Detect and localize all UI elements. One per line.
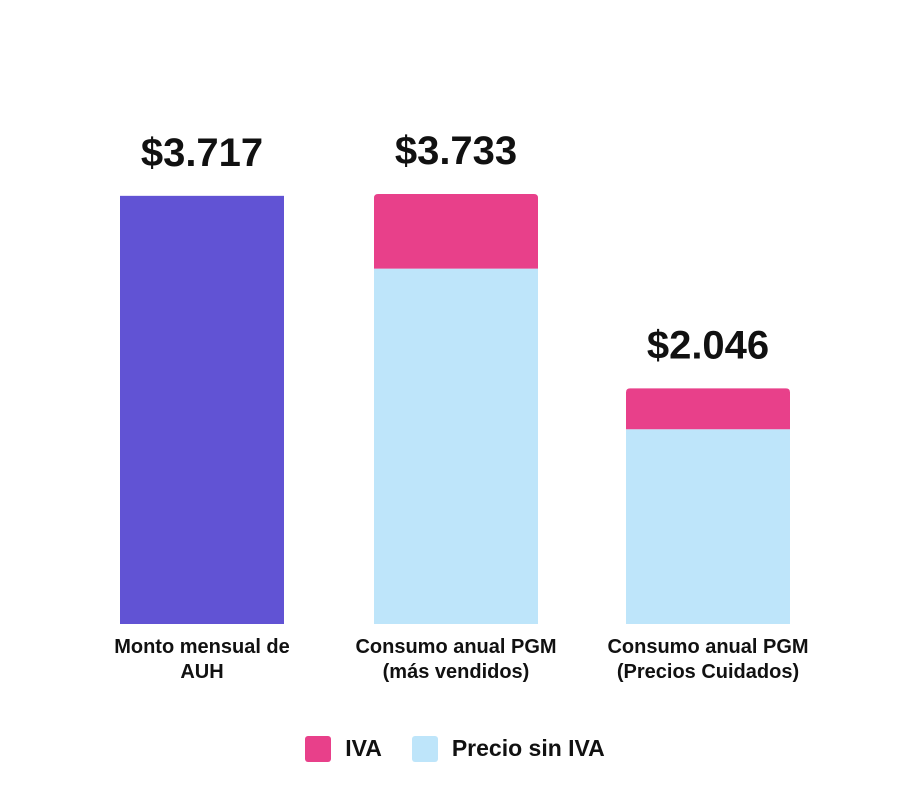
category-label-2-line-1: (Precios Cuidados) — [617, 661, 799, 683]
legend-item-iva: IVA — [305, 735, 382, 762]
category-label-1-line-1: (más vendidos) — [383, 661, 530, 683]
category-label-2-line-0: Consumo anual PGM — [607, 636, 808, 658]
category-label-0-line-1: AUH — [180, 661, 223, 683]
legend-label-precio-sin-iva: Precio sin IVA — [451, 735, 605, 761]
data-label-0: $3.717 — [141, 131, 263, 175]
bar-monto-0 — [120, 195, 284, 624]
bar-precio-sin-iva-1 — [374, 268, 538, 624]
bar-precio-sin-iva-2 — [626, 429, 790, 624]
bar-iva-2 — [626, 388, 790, 430]
legend-swatch-iva — [305, 735, 332, 762]
legend: IVA Precio sin IVA — [0, 735, 910, 762]
legend-swatch-precio-sin-iva — [411, 735, 438, 762]
category-label-0-line-0: Monto mensual de — [114, 636, 290, 658]
legend-item-precio-sin-iva: Precio sin IVA — [411, 735, 605, 762]
legend-label-iva: IVA — [345, 735, 382, 761]
data-label-1: $3.733 — [395, 129, 517, 173]
category-label-1-line-0: Consumo anual PGM — [355, 636, 556, 658]
data-label-2: $2.046 — [647, 323, 769, 367]
bar-iva-1 — [374, 194, 538, 269]
